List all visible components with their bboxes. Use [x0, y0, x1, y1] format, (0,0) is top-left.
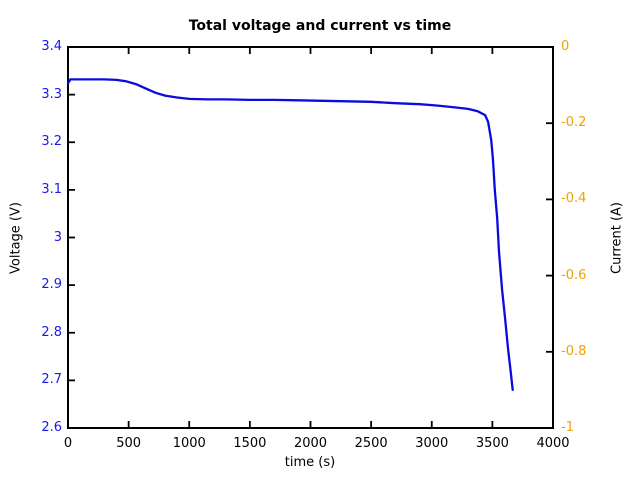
- plot-frame: [67, 46, 554, 429]
- y2-axis-label: Current (A): [609, 202, 625, 274]
- x-axis-label: time (s): [284, 455, 336, 470]
- y-tick-label: 2.7: [41, 372, 62, 388]
- x-tick-label: 4000: [536, 436, 570, 451]
- y-tick-label: 2.8: [41, 324, 62, 340]
- x-tick-label: 1000: [172, 436, 206, 451]
- y2-tick-label: -1: [561, 420, 574, 435]
- x-tick-label: 0: [63, 436, 73, 451]
- y-tick-label: 3.2: [41, 134, 62, 150]
- y-tick-label: 3.3: [41, 86, 62, 102]
- x-tick-label: 3500: [475, 436, 509, 451]
- y2-tick-label: 0: [561, 39, 570, 54]
- voltage-curve: [66, 78, 514, 392]
- y-tick-label: 3.4: [41, 39, 62, 54]
- y-tick-label: 3: [53, 229, 62, 245]
- y2-tick-label: -0.6: [561, 267, 587, 283]
- x-tick-label: 3000: [415, 436, 449, 451]
- y2-tick-label: -0.8: [561, 343, 587, 359]
- y2-tick-label: -0.2: [561, 115, 587, 131]
- y-tick-label: 3.1: [41, 181, 62, 197]
- y-tick-label: 2.6: [41, 420, 62, 435]
- x-tick-label: 1500: [233, 436, 267, 451]
- chart-title: Total voltage and current vs time: [188, 18, 452, 34]
- x-tick-label: 2500: [354, 436, 388, 451]
- y2-tick-label: -0.4: [561, 191, 587, 207]
- x-tick-label: 500: [116, 436, 142, 451]
- x-tick-label: 2000: [293, 436, 328, 451]
- y-tick-label: 2.9: [41, 277, 62, 293]
